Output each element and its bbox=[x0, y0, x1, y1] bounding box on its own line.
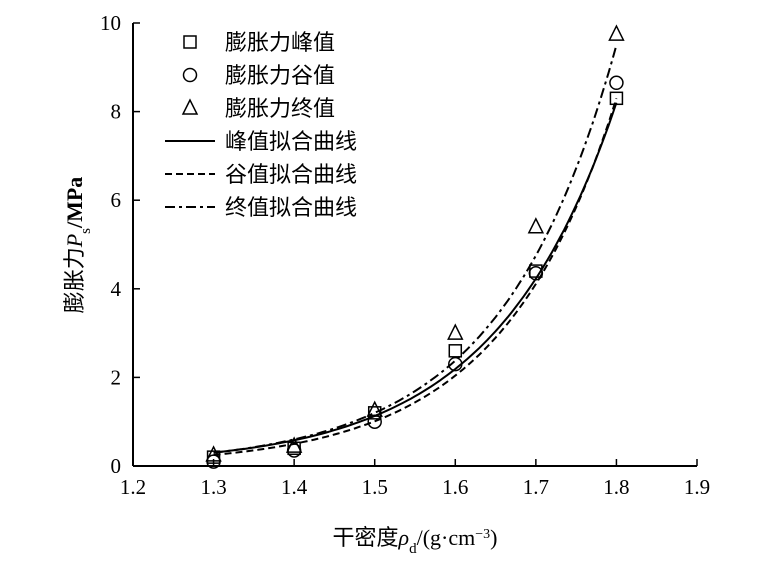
legend-label: 膨胀力峰值 bbox=[225, 30, 335, 55]
circle-point bbox=[367, 414, 382, 429]
y-tick-label: 8 bbox=[111, 100, 122, 124]
x-tick-label: 1.6 bbox=[442, 475, 468, 499]
circle-point bbox=[528, 266, 544, 281]
y-tick-label: 2 bbox=[111, 365, 122, 389]
legend-label: 膨胀力终值 bbox=[225, 96, 335, 121]
x-tick-label: 1.9 bbox=[684, 475, 710, 499]
fit-curve-2 bbox=[213, 97, 618, 456]
legend-label: 谷值拟合曲线 bbox=[225, 162, 357, 187]
triangle-point bbox=[285, 436, 303, 453]
x-tick-label: 1.2 bbox=[120, 475, 146, 499]
fit-curve-3 bbox=[213, 44, 618, 454]
legend-circle-icon bbox=[182, 67, 198, 83]
legend-square-icon bbox=[183, 35, 197, 49]
triangle-point bbox=[447, 323, 464, 340]
triangle-point bbox=[527, 217, 545, 234]
y-tick-label: 6 bbox=[111, 188, 122, 212]
y-tick-label: 4 bbox=[111, 277, 122, 301]
circle-point bbox=[609, 75, 624, 91]
fit-curve-1 bbox=[213, 102, 618, 454]
y-tick-label: 0 bbox=[111, 454, 122, 478]
legend-label: 峰值拟合曲线 bbox=[225, 129, 357, 154]
x-tick-label: 1.8 bbox=[603, 475, 629, 499]
triangle-point bbox=[205, 445, 222, 462]
x-tick-label: 1.5 bbox=[362, 475, 388, 499]
x-axis-label: 干密度ρd/(g·cm−3) bbox=[333, 525, 498, 557]
legend-triangle-icon bbox=[181, 98, 199, 115]
legend-label: 膨胀力谷值 bbox=[225, 63, 335, 88]
square-point bbox=[609, 91, 624, 106]
triangle-point bbox=[366, 400, 383, 417]
y-axis-label: 膨胀力Ps/MPa bbox=[62, 177, 94, 314]
x-tick-label: 1.3 bbox=[200, 475, 226, 499]
x-tick-label: 1.7 bbox=[523, 475, 549, 499]
x-tick-label: 1.4 bbox=[281, 475, 308, 499]
circle-point bbox=[448, 356, 463, 372]
legend-label: 终值拟合曲线 bbox=[225, 195, 357, 220]
y-tick-label: 10 bbox=[100, 11, 121, 35]
square-point bbox=[206, 450, 221, 464]
square-point bbox=[448, 344, 463, 358]
triangle-point bbox=[608, 24, 625, 41]
